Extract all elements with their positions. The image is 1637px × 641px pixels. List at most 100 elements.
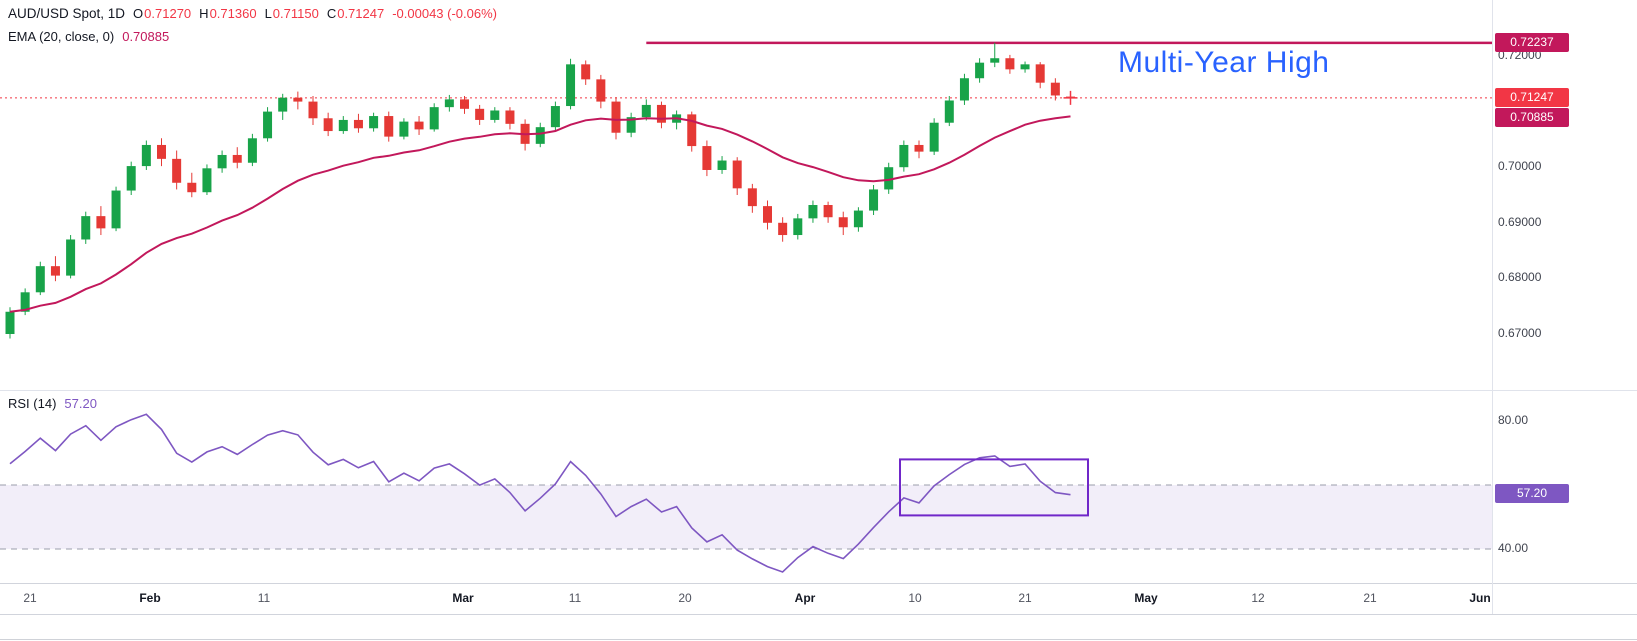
candle-body	[869, 189, 879, 211]
candle-body	[429, 107, 439, 130]
symbol-legend: AUD/USD Spot, 1D O 0.71270 H 0.71360 L 0.71…	[8, 6, 497, 21]
candle-body	[656, 104, 666, 123]
price-badge: 0.72237	[1495, 32, 1569, 52]
rsi-annotation-box[interactable]	[899, 458, 1089, 517]
candle-body	[990, 58, 1000, 63]
candle-body	[975, 62, 985, 79]
candle-body	[187, 182, 197, 193]
ohlc-low: L 0.71150	[265, 6, 319, 21]
ema-legend-value: 0.70885	[122, 29, 170, 44]
candle-body	[217, 154, 227, 169]
symbol-title[interactable]: AUD/USD Spot, 1D	[8, 6, 126, 21]
close-label: C	[326, 6, 337, 21]
candle-body	[157, 144, 166, 159]
candle-body	[172, 158, 182, 183]
candle-body	[490, 110, 500, 120]
price-badge: 0.71247	[1495, 87, 1569, 107]
candle-body	[399, 121, 409, 137]
candle-body	[732, 160, 742, 189]
ema-legend-label[interactable]: EMA (20, close, 0)	[8, 29, 115, 44]
candle-body	[444, 99, 454, 108]
candle-body	[687, 114, 697, 147]
candle-body	[778, 222, 788, 236]
candle-body	[66, 239, 76, 276]
candle-body	[81, 216, 91, 240]
rsi-value-badge: 57.20	[1495, 483, 1569, 503]
candle-body	[323, 118, 333, 132]
candle-body	[247, 138, 257, 163]
price-axis-tick: 0.68000	[1498, 270, 1542, 285]
candle-body	[626, 117, 636, 133]
candle-body	[914, 144, 924, 152]
candle-body	[581, 64, 591, 80]
time-axis-month-label: May	[1134, 591, 1158, 605]
close-value: 0.71247	[337, 6, 385, 21]
candle-body	[353, 119, 363, 129]
candle-body	[475, 108, 485, 120]
rsi-axis-tick: 40.00	[1498, 541, 1529, 555]
candle-body	[823, 205, 833, 218]
time-axis-day-label: 12	[1251, 591, 1265, 605]
candle-body	[1005, 58, 1015, 70]
candle-body	[5, 311, 15, 334]
candle-body	[96, 216, 106, 229]
rsi-line	[9, 413, 1071, 573]
time-axis-day-label: 21	[1363, 591, 1377, 605]
candle-body	[596, 79, 606, 102]
candle-body	[717, 160, 727, 170]
candle-body	[929, 122, 939, 152]
candle-body	[899, 144, 909, 168]
multi-year-high-annotation-text[interactable]: Multi-Year High	[1118, 46, 1330, 79]
price-axis-tick: 0.70000	[1498, 159, 1542, 174]
candle-body	[384, 116, 394, 137]
candle-body	[535, 127, 545, 144]
rsi-legend-value: 57.20	[64, 396, 97, 411]
candle-body	[1035, 64, 1045, 83]
candle-body	[1020, 64, 1030, 70]
candle-body	[35, 266, 45, 293]
rsi-band-fill	[0, 485, 1492, 549]
candle-body	[126, 166, 136, 191]
ema-legend: EMA (20, close, 0) 0.70885	[8, 29, 169, 44]
candle-body	[505, 110, 515, 124]
candle-body	[853, 210, 863, 228]
candle-body	[141, 144, 151, 167]
price-axis-tick: 0.69000	[1498, 214, 1542, 229]
time-axis-month-label: Feb	[139, 591, 161, 605]
candle-body	[747, 188, 757, 207]
change-value: -0.00043 (-0.06%)	[392, 6, 497, 21]
candle-body	[369, 116, 379, 129]
rsi-legend: RSI (14) 57.20	[8, 396, 97, 411]
price-axis-tick: 0.67000	[1498, 326, 1542, 340]
candle-body	[460, 99, 469, 109]
ohlc-high: H 0.71360	[199, 6, 256, 21]
time-axis-day-label: 11	[568, 591, 582, 605]
candle-body	[611, 101, 621, 133]
candle-body	[641, 104, 651, 118]
time-axis-month-label: Apr	[794, 591, 816, 605]
candle-body	[50, 266, 60, 276]
time-axis[interactable]: 21 Feb 11 Mar 11 20 Apr 10 21 May 12 21 Jun	[0, 584, 1637, 614]
candle-body	[20, 292, 30, 312]
high-label: H	[199, 6, 209, 21]
candle-body	[702, 146, 712, 170]
candle-body	[763, 206, 772, 223]
rsi-legend-label[interactable]: RSI (14)	[8, 396, 57, 411]
ohlc-close: C 0.71247	[327, 6, 384, 21]
candle-body	[308, 101, 318, 119]
high-value: 0.71360	[209, 6, 257, 21]
time-axis-month-label: Mar	[452, 591, 474, 605]
low-label: L	[264, 6, 272, 21]
time-axis-day-label: 11	[257, 591, 271, 605]
candle-body	[111, 190, 121, 229]
candle-body	[550, 106, 560, 128]
price-axis[interactable]: 0.72000 0.70000 0.69000 0.68000 0.67000 0.722…	[1492, 0, 1637, 614]
time-axis-day-label: 20	[678, 591, 692, 605]
time-axis-day-label: 21	[1018, 591, 1032, 605]
time-axis-month-label: Jun	[1469, 591, 1491, 605]
rsi-axis-tick: 80.00	[1498, 413, 1529, 427]
ohlc-open: O 0.71270	[133, 6, 191, 21]
candle-body	[944, 100, 954, 123]
candle-body	[414, 121, 424, 130]
